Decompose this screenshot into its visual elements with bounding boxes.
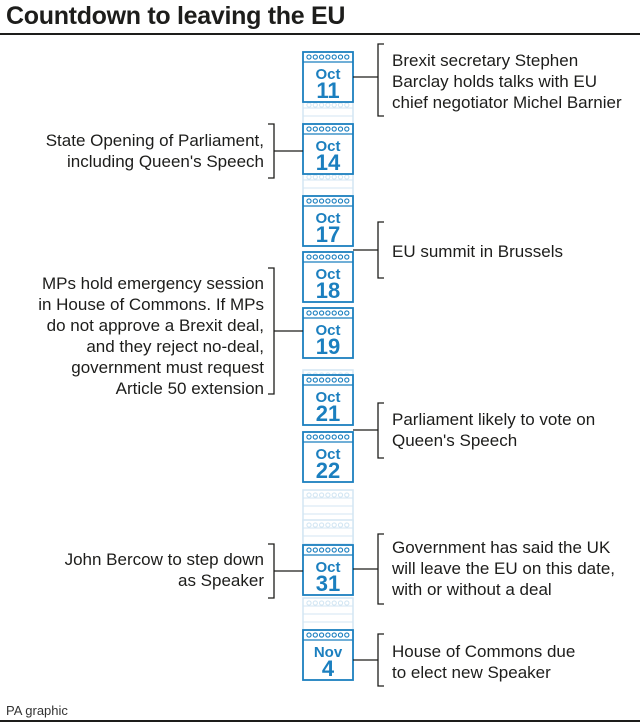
bottom-divider bbox=[0, 720, 640, 722]
calendar-day: 18 bbox=[316, 278, 340, 303]
event-line: in House of Commons. If MPs bbox=[38, 295, 264, 314]
event-line: Queen's Speech bbox=[392, 431, 518, 450]
event-line: will leave the EU on this date, bbox=[392, 559, 616, 578]
event-line: government must request bbox=[71, 358, 264, 377]
calendar-day: 21 bbox=[316, 401, 340, 426]
bracket-right bbox=[377, 633, 384, 687]
bracket-right bbox=[377, 221, 384, 279]
event-state-opening: State Opening of Parliament, including Q… bbox=[46, 130, 264, 172]
event-line: Barclay holds talks with EU bbox=[392, 72, 598, 91]
calendar-month: Oct bbox=[315, 210, 340, 227]
calendar-month: Nov bbox=[314, 644, 343, 661]
event-line: EU summit in Brussels bbox=[392, 242, 563, 261]
event-line: State Opening of Parliament, bbox=[45, 131, 264, 150]
event-line: Parliament likely to vote on bbox=[392, 410, 596, 429]
calendar-month: Oct bbox=[315, 559, 340, 576]
event-bercow-steps-down: John Bercow to step down as Speaker bbox=[65, 549, 264, 591]
calendar-day: 14 bbox=[316, 150, 341, 175]
event-line: Government has said the UK bbox=[392, 538, 611, 557]
event-elect-speaker: House of Commons due to elect new Speake… bbox=[392, 641, 575, 683]
bracket-right bbox=[377, 402, 384, 459]
calendar-day: 31 bbox=[316, 571, 340, 596]
event-line: including Queen's Speech bbox=[67, 152, 264, 171]
calendar-day: 19 bbox=[316, 334, 340, 359]
event-emergency-session: MPs hold emergency session in House of C… bbox=[38, 273, 264, 399]
calendar-month: Oct bbox=[315, 322, 340, 339]
event-line: to elect new Speaker bbox=[392, 663, 551, 682]
event-line: John Bercow to step down bbox=[64, 550, 264, 569]
calendar-day: 17 bbox=[316, 222, 340, 247]
event-line: and they reject no-deal, bbox=[86, 337, 264, 356]
page-title: Countdown to leaving the EU bbox=[6, 2, 346, 30]
calendar-month: Oct bbox=[315, 66, 340, 83]
calendar-month: Oct bbox=[315, 138, 340, 155]
event-queens-speech-vote: Parliament likely to vote on Queen's Spe… bbox=[392, 409, 595, 451]
bracket-right bbox=[377, 533, 384, 605]
calendar-month: Oct bbox=[315, 389, 340, 406]
event-line: House of Commons due bbox=[392, 642, 576, 661]
event-line: with or without a deal bbox=[392, 580, 552, 599]
event-line: MPs hold emergency session bbox=[41, 274, 264, 293]
event-line: do not approve a Brexit deal, bbox=[46, 316, 264, 335]
event-eu-summit: EU summit in Brussels bbox=[392, 241, 563, 262]
calendar-day: 4 bbox=[322, 656, 335, 681]
event-line: Article 50 extension bbox=[115, 379, 264, 398]
calendar-day: 22 bbox=[316, 458, 340, 483]
event-line: as Speaker bbox=[178, 571, 264, 590]
bracket-left bbox=[268, 543, 275, 599]
event-line: chief negotiator Michel Barnier bbox=[392, 93, 622, 112]
bracket-left bbox=[268, 267, 275, 395]
bracket-right bbox=[377, 43, 384, 117]
event-barclay-talks: Brexit secretary Stephen Barclay holds t… bbox=[392, 50, 622, 113]
title-divider bbox=[0, 33, 640, 35]
calendar-day: 11 bbox=[316, 78, 339, 103]
event-line: Brexit secretary Stephen bbox=[392, 51, 579, 70]
credit: PA graphic bbox=[6, 703, 68, 718]
calendar-month: Oct bbox=[315, 266, 340, 283]
event-leave-eu-date: Government has said the UK will leave th… bbox=[392, 537, 615, 600]
calendar-month: Oct bbox=[315, 446, 340, 463]
bracket-left bbox=[268, 123, 275, 179]
